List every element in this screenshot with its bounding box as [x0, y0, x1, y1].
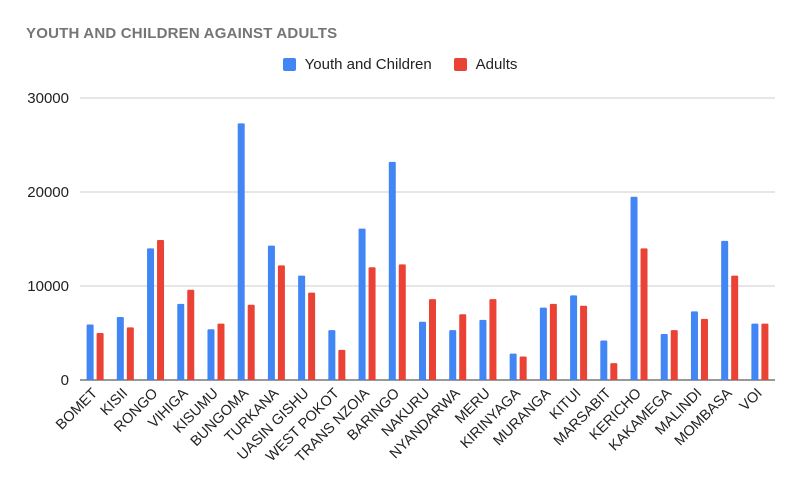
bar-youth: [358, 228, 366, 380]
bar-adults: [96, 333, 104, 380]
bar-youth: [660, 333, 668, 380]
bar-youth: [116, 317, 124, 380]
y-tick-label: 10000: [27, 278, 69, 295]
bar-adults: [731, 275, 739, 380]
bar-adults: [700, 318, 708, 380]
bar-adults: [398, 264, 406, 380]
bar-youth: [328, 330, 336, 380]
bar-adults: [277, 265, 285, 380]
bar-youth: [509, 353, 517, 380]
bar-youth: [86, 324, 94, 380]
bar-youth: [237, 123, 245, 380]
bar-youth: [630, 196, 638, 380]
x-tick-label: BOMET: [53, 385, 101, 433]
y-tick-label: 20000: [27, 184, 69, 201]
bar-adults: [640, 248, 648, 380]
legend-item-youth[interactable]: Youth and Children: [282, 56, 432, 73]
bar-adults: [157, 239, 165, 380]
legend-swatch-adults: [453, 58, 467, 71]
bar-adults: [247, 304, 255, 380]
bar-adults: [338, 349, 346, 380]
bar-youth: [177, 303, 185, 380]
bar-youth: [449, 330, 457, 380]
bar-adults: [580, 305, 588, 380]
bar-adults: [670, 330, 678, 380]
bar-adults: [761, 323, 769, 380]
bar-youth: [539, 307, 547, 380]
bar-youth: [600, 340, 608, 380]
legend-label-adults: Adults: [475, 56, 518, 73]
bar-youth: [570, 295, 578, 380]
bar-adults: [610, 363, 618, 380]
bar-youth: [147, 248, 155, 380]
bar-adults: [187, 289, 195, 380]
bar-adults: [429, 299, 436, 380]
bar-youth: [267, 245, 275, 380]
bar-youth: [419, 321, 426, 380]
bar-adults: [368, 267, 376, 380]
bar-youth: [388, 161, 396, 380]
y-tick-label: 30000: [27, 90, 69, 107]
bar-adults: [549, 303, 557, 380]
y-tick-label: 0: [61, 372, 69, 389]
bar-youth: [298, 275, 306, 380]
bar-adults: [126, 327, 134, 380]
bar-adults: [519, 356, 527, 380]
legend: Youth and Children Adults: [0, 56, 800, 73]
legend-item-adults[interactable]: Adults: [453, 56, 518, 73]
legend-swatch-youth: [282, 58, 296, 71]
chart-title: YOUTH AND CHILDREN AGAINST ADULTS: [26, 25, 338, 42]
bar-adults: [217, 323, 225, 380]
x-tick-label: VOI: [737, 386, 766, 415]
legend-label-youth: Youth and Children: [304, 56, 432, 73]
bar-adults: [459, 314, 467, 380]
bar-adults: [489, 299, 497, 380]
bar-youth: [690, 311, 698, 380]
bar-youth: [207, 329, 215, 380]
bar-youth: [751, 323, 759, 380]
bar-youth: [721, 240, 729, 380]
bar-youth: [479, 319, 487, 380]
bar-adults: [308, 292, 316, 380]
